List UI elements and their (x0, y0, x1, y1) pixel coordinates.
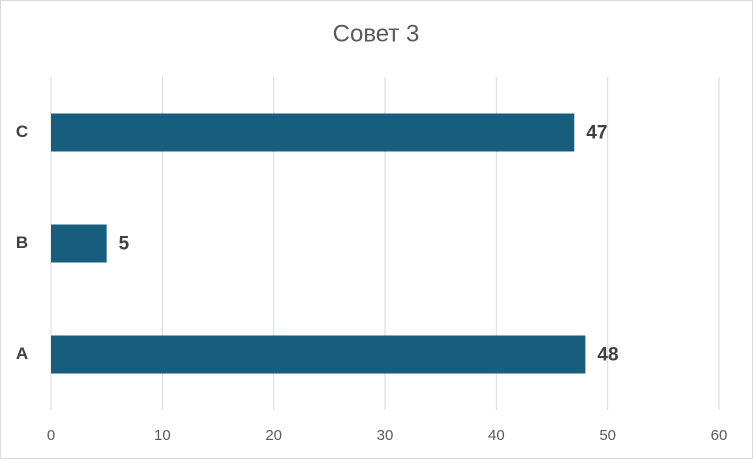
bar (51, 224, 107, 263)
data-label: 5 (119, 234, 130, 255)
data-label: 47 (586, 123, 607, 144)
x-tick-label: 20 (265, 427, 282, 444)
y-tick-label: C (16, 122, 28, 141)
x-tick-label: 10 (154, 427, 171, 444)
data-label: 48 (597, 345, 618, 366)
x-tick-label: 50 (599, 427, 616, 444)
x-tick-label: 30 (377, 427, 394, 444)
y-tick-label: B (16, 233, 28, 252)
x-tick-label: 40 (488, 427, 505, 444)
y-tick-label: A (16, 344, 28, 363)
bar (51, 335, 586, 374)
x-tick-label: 60 (711, 427, 728, 444)
x-tick-label: 0 (47, 427, 55, 444)
chart-title: Совет 3 (333, 20, 420, 47)
bar (51, 113, 575, 152)
